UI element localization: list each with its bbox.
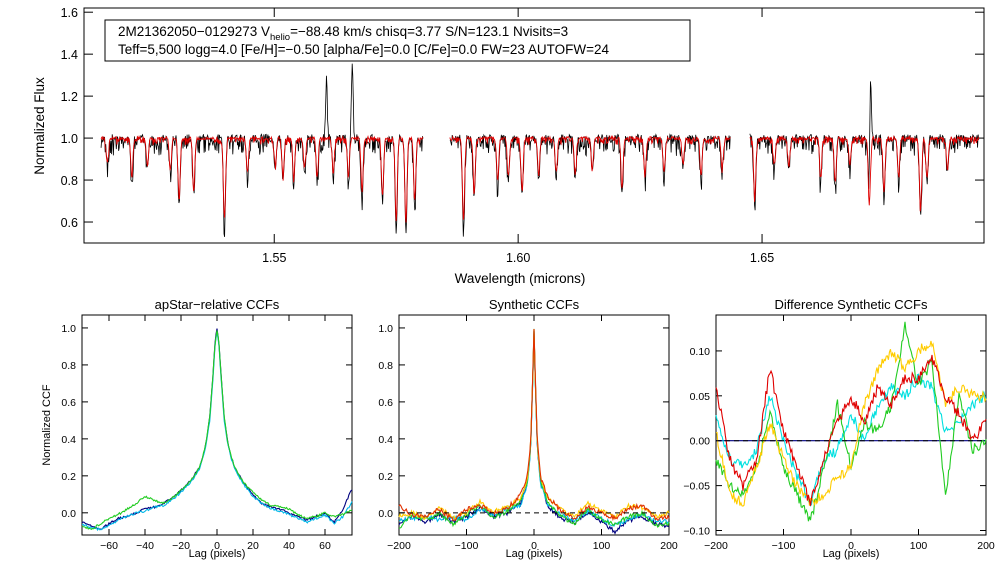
difference-ccf-xlabel: Lag (pixels) <box>823 548 880 560</box>
difference-ccf-ticks: −200 −100 0 100 200 −0.10 −0.05 0.00 0.05 0.10 <box>683 315 995 552</box>
synthetic-ccf-xlabel: Lag (pixels) <box>506 548 563 560</box>
spectrum-ytick-label: 1.0 <box>61 132 78 146</box>
apstar-ccf-xtick-label: −60 <box>100 540 118 552</box>
apstar-ccf-panel: −60 −40 −20 0 20 40 60 0.0 0.2 0.4 0.6 0.8 1.0 apSta… <box>41 297 353 560</box>
difference-ccf-series-line <box>715 340 987 507</box>
apstar-ccf-ytick-label: 1.0 <box>61 323 76 335</box>
apstar-ccf-series <box>81 328 353 532</box>
synthetic-ccf-xtick-label: −100 <box>455 540 479 552</box>
apstar-ccf-series-line <box>81 330 353 531</box>
model-spectrum-line <box>100 134 424 223</box>
annotation-box-frame <box>104 19 691 62</box>
model-spectrum-line <box>449 134 731 220</box>
difference-ccf-ytick-label: 0.05 <box>690 391 711 403</box>
apstar-ccf-ylabel: Normalized CCF <box>41 384 53 466</box>
spectrum-ylabel: Normalized Flux <box>32 77 47 175</box>
synthetic-ccf-panel: −200 −100 0 100 200 0.0 0.2 0.4 0.6 0.8 1.0 Synthe… <box>378 297 678 560</box>
spectrum-panel: 1.55 1.60 1.65 0.6 0.8 1.0 1.2 1.4 1.6 2M2136205… <box>32 6 985 286</box>
difference-ccf-title: Difference Synthetic CCFs <box>775 297 928 312</box>
difference-ccf-series-line <box>715 354 987 506</box>
apstar-ccf-xtick-label: 40 <box>283 540 295 552</box>
spectrum-ytick-label: 1.4 <box>61 48 78 62</box>
difference-ccf-panel: −200 −100 0 100 200 −0.10 −0.05 0.00 0.05 0.10 Di… <box>683 297 994 560</box>
spectrum-annotation-box: 2M21362050−0129273 Vhelio=−88.48 km/s ch… <box>104 19 691 62</box>
apstar-ccf-ytick-label: 0.2 <box>61 471 76 483</box>
synthetic-ccf-series-line <box>398 328 670 529</box>
synthetic-ccf-ytick-label: 0.2 <box>378 471 393 483</box>
synthetic-ccf-ticks: −200 −100 0 100 200 0.0 0.2 0.4 0.6 0.8 1.0 <box>378 315 678 552</box>
apstar-ccf-title: apStar−relative CCFs <box>155 297 280 312</box>
synthetic-ccf-ytick-label: 1.0 <box>378 323 393 335</box>
spectrum-ticks: 1.55 1.60 1.65 0.6 0.8 1.0 1.2 1.4 1.6 <box>61 6 984 265</box>
spectrum-xtick-label: 1.55 <box>262 251 286 265</box>
synthetic-ccf-ytick-label: 0.6 <box>378 397 393 409</box>
spectrum-xtick-label: 1.65 <box>750 251 774 265</box>
difference-ccf-ytick-label: −0.10 <box>683 526 710 538</box>
apstar-ccf-xtick-label: 60 <box>319 540 331 552</box>
spectrum-ytick-label: 0.6 <box>61 216 78 230</box>
annotation-line-2: Teff=5,500 logg=4.0 [Fe/H]=−0.50 [alpha/… <box>118 42 610 57</box>
difference-ccf-ytick-label: 0.10 <box>690 346 711 358</box>
difference-ccf-xtick-label: −200 <box>704 540 728 552</box>
spectrum-ytick-label: 0.8 <box>61 174 78 188</box>
spectrum-xlabel: Wavelength (microns) <box>455 271 586 286</box>
difference-ccf-series <box>715 321 987 522</box>
synthetic-ccf-series-line <box>398 328 670 521</box>
synthetic-ccf-xtick-label: 200 <box>660 540 678 552</box>
synthetic-ccf-xtick-label: 100 <box>593 540 611 552</box>
difference-ccf-ytick-label: −0.05 <box>683 481 710 493</box>
synthetic-ccf-ytick-label: 0.0 <box>378 508 393 520</box>
synthetic-ccf-title: Synthetic CCFs <box>489 297 580 312</box>
apstar-ccf-xlabel: Lag (pixels) <box>189 548 246 560</box>
difference-ccf-ytick-label: 0.00 <box>690 436 711 448</box>
apstar-ccf-ytick-label: 0.0 <box>61 508 76 520</box>
model-spectrum-line <box>749 134 980 212</box>
apstar-ccf-xtick-label: −20 <box>172 540 190 552</box>
apstar-ccf-ytick-label: 0.4 <box>61 434 76 446</box>
annotation-line-1: 2M21362050−0129273 Vhelio=−88.48 km/s ch… <box>118 24 568 43</box>
spectrum-series <box>100 63 980 237</box>
observed-spectrum-line <box>100 63 424 237</box>
apstar-ccf-xtick-label: −40 <box>136 540 154 552</box>
synthetic-ccf-series <box>398 328 670 535</box>
apstar-ccf-ytick-label: 0.8 <box>61 360 76 372</box>
synthetic-ccf-ytick-label: 0.8 <box>378 360 393 372</box>
apstar-ccf-ticks: −60 −40 −20 0 20 40 60 0.0 0.2 0.4 0.6 0.8 1.0 <box>61 315 352 552</box>
synthetic-ccf-ytick-label: 0.4 <box>378 434 393 446</box>
spectrum-axes-frame <box>83 7 985 244</box>
spectrum-ytick-label: 1.6 <box>61 6 78 20</box>
synthetic-ccf-xtick-label: 0 <box>531 540 537 552</box>
difference-ccf-xtick-label: 100 <box>910 540 928 552</box>
difference-ccf-xtick-label: 0 <box>848 540 854 552</box>
apstar-ccf-xtick-label: 0 <box>214 540 220 552</box>
apstar-ccf-xtick-label: 20 <box>247 540 259 552</box>
difference-ccf-xtick-label: 200 <box>977 540 995 552</box>
apstar-ccf-ytick-label: 0.6 <box>61 397 76 409</box>
difference-ccf-xtick-label: −100 <box>772 540 796 552</box>
synthetic-ccf-xtick-label: −200 <box>387 540 411 552</box>
spectrum-ytick-label: 1.2 <box>61 90 78 104</box>
spectrum-xtick-label: 1.60 <box>506 251 530 265</box>
